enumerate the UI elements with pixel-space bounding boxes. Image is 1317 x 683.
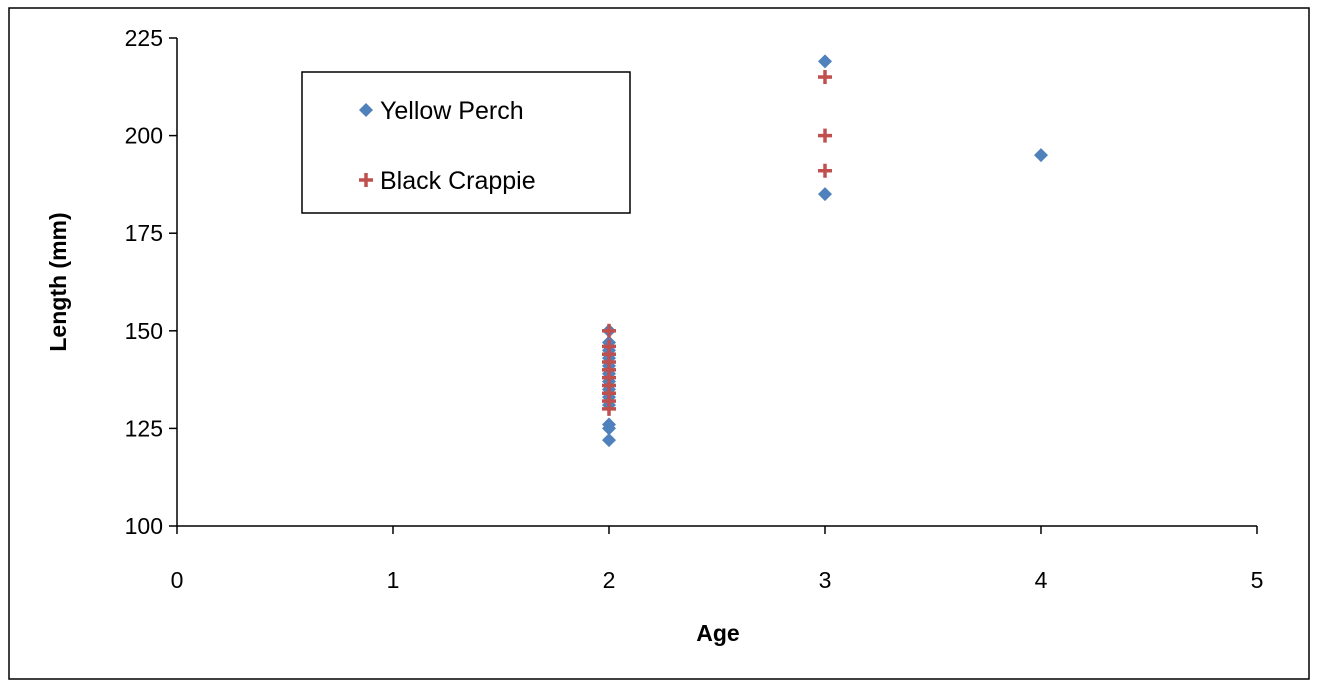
x-tick-label: 5 bbox=[1251, 567, 1264, 593]
x-tick-label: 3 bbox=[819, 567, 832, 593]
legend-label: Yellow Perch bbox=[380, 97, 524, 125]
legend-box bbox=[301, 71, 631, 214]
chart-border bbox=[8, 7, 1310, 680]
x-ticks: 0 1 2 3 4 5 bbox=[171, 526, 1264, 593]
y-tick-label: 125 bbox=[125, 415, 163, 441]
x-axis-title: Age bbox=[696, 620, 739, 646]
data-point-diamond bbox=[602, 433, 616, 448]
data-point-plus bbox=[818, 70, 832, 85]
data-point-diamond bbox=[1034, 148, 1048, 163]
y-tick-label: 225 bbox=[125, 25, 163, 51]
x-tick-label: 1 bbox=[387, 567, 400, 593]
data-point-plus bbox=[818, 163, 832, 178]
data-points bbox=[602, 54, 1048, 448]
y-tick-label: 175 bbox=[125, 220, 163, 246]
legend: Yellow Perch Black Crappie bbox=[301, 71, 631, 214]
y-axis-title: Length (mm) bbox=[45, 212, 71, 351]
data-point-plus bbox=[818, 128, 832, 143]
legend-marker-plus bbox=[359, 173, 373, 187]
legend-label: Black Crappie bbox=[380, 167, 536, 195]
x-tick-label: 0 bbox=[171, 567, 184, 593]
y-tick-label: 150 bbox=[125, 318, 163, 344]
y-ticks: 100 125 150 175 200 225 bbox=[125, 25, 177, 539]
data-point-diamond bbox=[818, 54, 832, 69]
data-point-plus bbox=[602, 323, 616, 338]
x-tick-label: 4 bbox=[1035, 567, 1048, 593]
legend-marker-diamond bbox=[359, 103, 373, 117]
x-tick-label: 2 bbox=[603, 567, 616, 593]
data-point-plus bbox=[602, 401, 616, 416]
y-tick-label: 200 bbox=[125, 123, 163, 149]
y-tick-label: 100 bbox=[125, 513, 163, 539]
data-point-diamond bbox=[602, 421, 616, 436]
data-point-diamond bbox=[818, 187, 832, 202]
